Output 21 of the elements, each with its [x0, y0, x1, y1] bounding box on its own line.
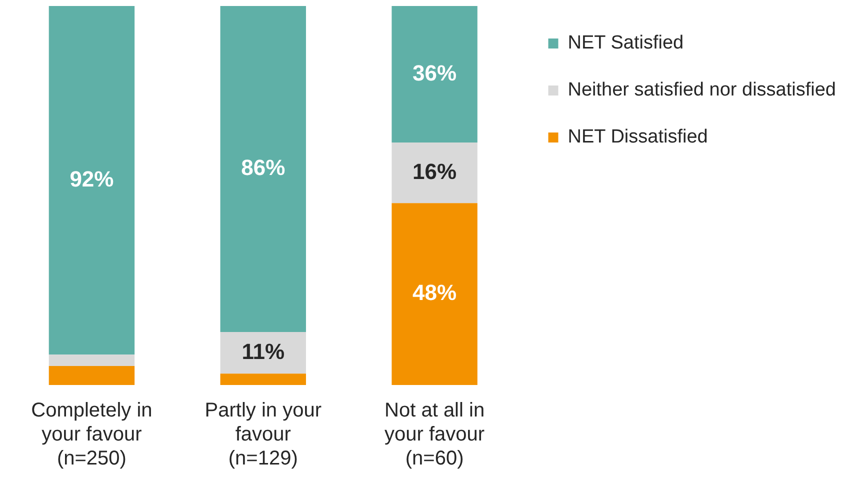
bar	[48, 366, 135, 385]
data-label: 16%	[412, 158, 457, 184]
x-tick-label: Not at all in your favour (n=60)	[384, 400, 485, 470]
bar	[48, 354, 135, 366]
bar	[48, 6, 135, 355]
bar	[220, 374, 306, 385]
bar	[392, 142, 478, 204]
legend-label: NET Satisfied	[568, 32, 684, 54]
bar	[392, 203, 478, 385]
x-tick-label: Partly in your favour (n=129)	[204, 400, 322, 470]
data-label: 92%	[70, 166, 114, 192]
legend-label: Neither satisfied nor dissatisfied	[568, 80, 836, 101]
data-label: 11%	[242, 338, 285, 364]
data-label: 86%	[241, 155, 286, 180]
data-label: 48%	[412, 280, 457, 306]
x-tick-label: Completely in your favour (n=250)	[31, 400, 152, 470]
bar	[220, 332, 306, 374]
legend-label: NET Dissatisfied	[568, 126, 708, 148]
data-label: 36%	[412, 60, 457, 86]
bar	[220, 6, 306, 332]
bar	[392, 6, 478, 142]
